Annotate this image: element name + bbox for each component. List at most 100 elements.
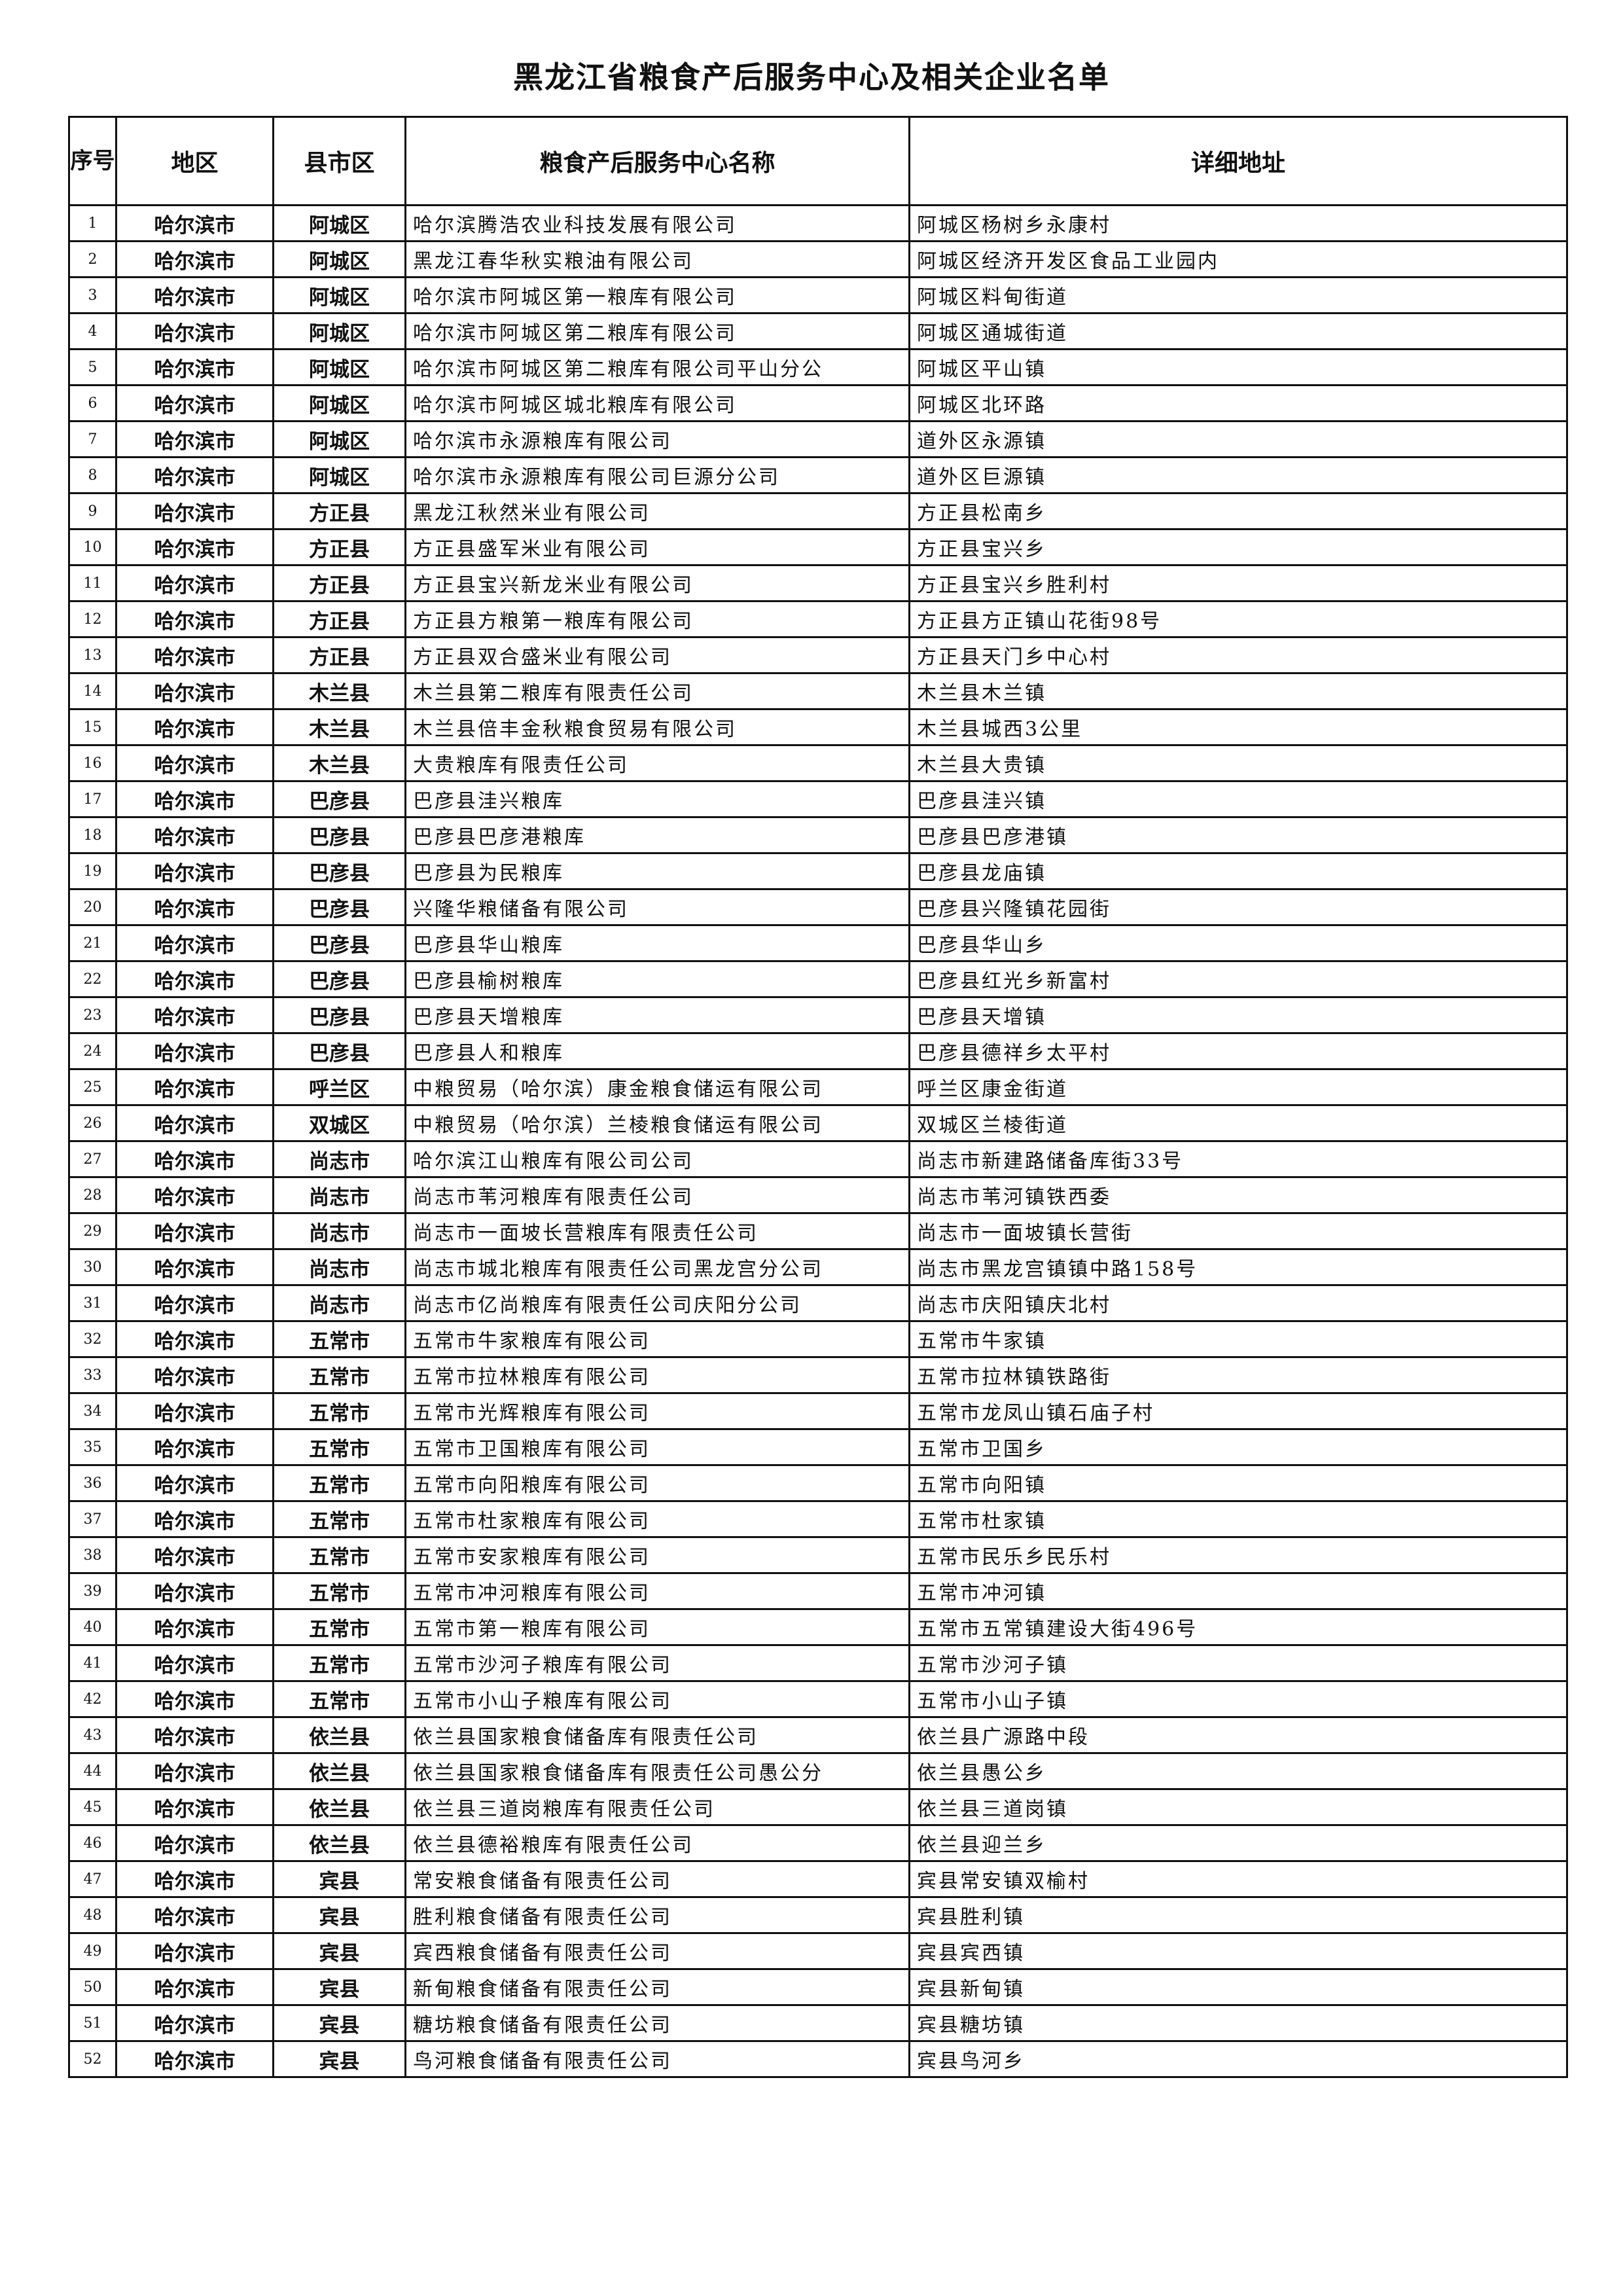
row-center-name: 哈尔滨市永源粮库有限公司	[404, 420, 910, 458]
row-county: 巴彦县	[272, 924, 406, 962]
row-address: 方正县天门乡中心村	[908, 636, 1568, 674]
row-number: 9	[68, 492, 117, 530]
row-county: 尚志市	[272, 1176, 406, 1214]
row-center-name: 方正县宝兴新龙米业有限公司	[404, 564, 910, 602]
row-number: 50	[68, 1968, 117, 2006]
table-row: 35 哈尔滨市 五常市 五常市卫国粮库有限公司 五常市卫国乡	[68, 1428, 1568, 1466]
row-county: 尚志市	[272, 1212, 406, 1250]
row-address: 阿城区杨树乡永康村	[908, 204, 1568, 242]
row-region: 哈尔滨市	[115, 780, 274, 818]
row-county: 方正县	[272, 528, 406, 566]
row-number: 26	[68, 1104, 117, 1142]
row-number: 11	[68, 564, 117, 602]
row-address: 巴彦县德祥乡太平村	[908, 1032, 1568, 1070]
table-row: 6 哈尔滨市 阿城区 哈尔滨市阿城区城北粮库有限公司 阿城区北环路	[68, 384, 1568, 422]
row-address: 五常市冲河镇	[908, 1572, 1568, 1610]
row-address: 阿城区通城街道	[908, 312, 1568, 350]
row-number: 46	[68, 1824, 117, 1862]
row-region: 哈尔滨市	[115, 816, 274, 854]
row-number: 4	[68, 312, 117, 350]
row-number: 6	[68, 384, 117, 422]
row-address: 巴彦县红光乡新富村	[908, 960, 1568, 998]
row-address: 宾县胜利镇	[908, 1896, 1568, 1934]
row-number: 1	[68, 204, 117, 242]
row-address: 尚志市苇河镇铁西委	[908, 1176, 1568, 1214]
row-center-name: 尚志市苇河粮库有限责任公司	[404, 1176, 910, 1214]
row-region: 哈尔滨市	[115, 1140, 274, 1178]
row-address: 五常市牛家镇	[908, 1320, 1568, 1358]
header-county: 县市区	[272, 116, 406, 206]
row-region: 哈尔滨市	[115, 2040, 274, 2078]
table-row: 40 哈尔滨市 五常市 五常市第一粮库有限公司 五常市五常镇建设大街496号	[68, 1608, 1568, 1646]
table-row: 46 哈尔滨市 依兰县 依兰县德裕粮库有限责任公司 依兰县迎兰乡	[68, 1824, 1568, 1862]
row-county: 五常市	[272, 1500, 406, 1538]
row-address: 巴彦县天增镇	[908, 996, 1568, 1034]
row-region: 哈尔滨市	[115, 1860, 274, 1898]
row-county: 呼兰区	[272, 1068, 406, 1106]
row-address: 道外区永源镇	[908, 420, 1568, 458]
row-region: 哈尔滨市	[115, 1932, 274, 1970]
row-county: 尚志市	[272, 1284, 406, 1322]
row-address: 木兰县城西3公里	[908, 708, 1568, 746]
row-number: 47	[68, 1860, 117, 1898]
row-center-name: 巴彦县华山粮库	[404, 924, 910, 962]
row-county: 双城区	[272, 1104, 406, 1142]
row-number: 41	[68, 1644, 117, 1682]
row-center-name: 五常市小山子粮库有限公司	[404, 1680, 910, 1718]
row-center-name: 依兰县德裕粮库有限责任公司	[404, 1824, 910, 1862]
row-county: 五常市	[272, 1644, 406, 1682]
header-region: 地区	[115, 116, 274, 206]
row-center-name: 哈尔滨腾浩农业科技发展有限公司	[404, 204, 910, 242]
row-county: 阿城区	[272, 384, 406, 422]
row-number: 16	[68, 744, 117, 782]
row-county: 宾县	[272, 1932, 406, 1970]
row-address: 五常市拉林镇铁路街	[908, 1356, 1568, 1394]
row-region: 哈尔滨市	[115, 1500, 274, 1538]
row-region: 哈尔滨市	[115, 492, 274, 530]
row-number: 28	[68, 1176, 117, 1214]
row-center-name: 五常市冲河粮库有限公司	[404, 1572, 910, 1610]
row-region: 哈尔滨市	[115, 1356, 274, 1394]
table-row: 3 哈尔滨市 阿城区 哈尔滨市阿城区第一粮库有限公司 阿城区料甸街道	[68, 276, 1568, 314]
row-center-name: 哈尔滨市阿城区第二粮库有限公司平山分公	[404, 348, 910, 386]
row-county: 阿城区	[272, 276, 406, 314]
table-row: 38 哈尔滨市 五常市 五常市安家粮库有限公司 五常市民乐乡民乐村	[68, 1536, 1568, 1574]
row-region: 哈尔滨市	[115, 852, 274, 890]
row-region: 哈尔滨市	[115, 1968, 274, 2006]
row-center-name: 大贵粮库有限责任公司	[404, 744, 910, 782]
row-center-name: 五常市光辉粮库有限公司	[404, 1392, 910, 1430]
table-row: 49 哈尔滨市 宾县 宾西粮食储备有限责任公司 宾县宾西镇	[68, 1932, 1568, 1970]
row-number: 15	[68, 708, 117, 746]
row-number: 22	[68, 960, 117, 998]
row-address: 宾县糖坊镇	[908, 2004, 1568, 2042]
row-address: 五常市杜家镇	[908, 1500, 1568, 1538]
table-row: 44 哈尔滨市 依兰县 依兰县国家粮食储备库有限责任公司愚公分 依兰县愚公乡	[68, 1752, 1568, 1790]
row-region: 哈尔滨市	[115, 708, 274, 746]
row-number: 10	[68, 528, 117, 566]
row-number: 51	[68, 2004, 117, 2042]
row-center-name: 五常市牛家粮库有限公司	[404, 1320, 910, 1358]
row-address: 五常市卫国乡	[908, 1428, 1568, 1466]
row-center-name: 木兰县第二粮库有限责任公司	[404, 672, 910, 710]
row-county: 宾县	[272, 1896, 406, 1934]
row-number: 35	[68, 1428, 117, 1466]
table-row: 22 哈尔滨市 巴彦县 巴彦县榆树粮库 巴彦县红光乡新富村	[68, 960, 1568, 998]
row-number: 25	[68, 1068, 117, 1106]
row-region: 哈尔滨市	[115, 276, 274, 314]
row-center-name: 木兰县倍丰金秋粮食贸易有限公司	[404, 708, 910, 746]
row-center-name: 巴彦县洼兴粮库	[404, 780, 910, 818]
row-county: 尚志市	[272, 1140, 406, 1178]
row-address: 五常市向阳镇	[908, 1464, 1568, 1502]
row-county: 五常市	[272, 1536, 406, 1574]
row-address: 宾县鸟河乡	[908, 2040, 1568, 2078]
row-county: 方正县	[272, 492, 406, 530]
table-row: 31 哈尔滨市 尚志市 尚志市亿尚粮库有限责任公司庆阳分公司 尚志市庆阳镇庆北村	[68, 1284, 1568, 1322]
row-county: 依兰县	[272, 1788, 406, 1826]
row-county: 宾县	[272, 1968, 406, 2006]
row-address: 巴彦县巴彦港镇	[908, 816, 1568, 854]
row-number: 43	[68, 1716, 117, 1754]
row-center-name: 哈尔滨市阿城区第二粮库有限公司	[404, 312, 910, 350]
table-header-row: 序号 地区 县市区 粮食产后服务中心名称 详细地址	[68, 116, 1568, 206]
row-county: 宾县	[272, 2040, 406, 2078]
row-center-name: 哈尔滨市阿城区第一粮库有限公司	[404, 276, 910, 314]
